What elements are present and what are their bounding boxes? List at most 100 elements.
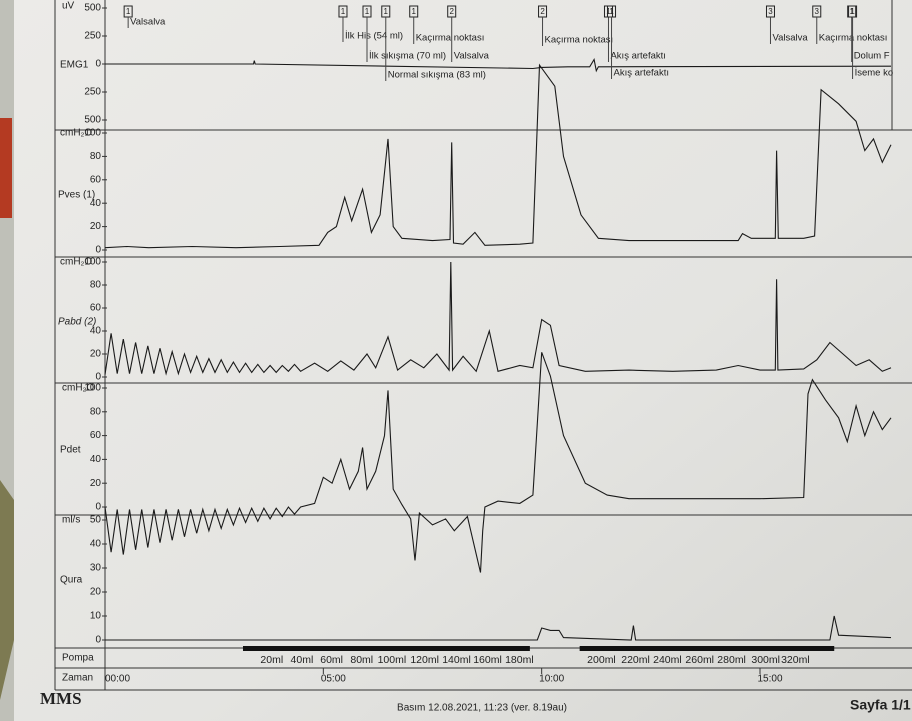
trace [105,57,892,73]
event-number: 1 [411,7,416,16]
y-tick-label: 100 [84,257,101,268]
event-text: Dolum F [854,51,890,62]
x-tick-label: 00:00 [105,674,130,685]
edge-shadow [0,480,14,700]
event-number: 1 [609,7,614,16]
unit-label: uV [62,1,75,12]
y-tick-label: 40 [90,326,102,337]
pump-volume: 120ml [410,654,439,666]
logo: MMS [40,689,82,708]
pump-volume: 300ml [751,654,780,666]
event-number: 2 [540,7,545,16]
unit-label: cmH₂O [62,383,94,394]
panel-label: Qura [60,575,83,586]
y-tick-label: 0 [95,635,101,646]
pump-volume: 140ml [442,654,471,666]
y-tick-label: 40 [90,539,102,550]
event-text: Normal sıkışma (83 ml) [388,70,486,81]
event-text: İlk His (54 ml) [345,31,403,42]
event-number: 1 [384,7,389,16]
y-tick-label: 250 [84,31,101,42]
time-label: Zaman [62,673,93,684]
y-tick-label: 500 [84,3,101,14]
pump-segment [579,646,835,651]
trace [104,63,892,249]
y-tick-label: 80 [90,151,102,162]
y-tick-label: 0 [95,59,101,70]
unit-label: cmH₂O [60,128,92,139]
y-tick-label: 60 [90,430,102,441]
pump-label: Pompa [62,653,94,664]
x-tick-label: 10:00 [539,674,564,685]
event-number: 1 [365,7,370,16]
y-tick-label: 100 [84,383,101,394]
y-tick-label: 20 [90,587,102,598]
event-text: Valsalva [454,51,490,62]
pump-volume: 200ml [587,654,616,666]
pump-volume: 100ml [378,654,407,666]
y-tick-label: 80 [90,280,102,291]
red-block [0,118,12,218]
y-tick-label: 0 [95,245,101,256]
pump-volume: 260ml [685,654,714,666]
event-text: Kaçırma noktası [416,33,485,44]
pump-volume: 240ml [653,654,682,666]
event-text: Valsalva [772,33,808,44]
unit-label: cmH₂O [60,257,92,268]
pump-volume: 180ml [505,654,534,666]
pump-volume: 20ml [260,654,283,666]
pump-volume: 160ml [473,654,502,666]
event-text: Akış artefaktı [610,51,665,62]
y-tick-label: 40 [90,198,102,209]
event-number: 3 [815,7,820,16]
y-tick-label: 250 [84,87,101,98]
panel-label: EMG1 [60,60,89,71]
y-tick-label: 80 [90,406,102,417]
event-number: 1 [341,7,346,16]
event-number: 2 [449,7,454,16]
y-tick-label: 20 [90,221,102,232]
y-tick-label: 0 [95,372,101,383]
event-number: 1 [849,7,854,16]
y-tick-label: 100 [84,128,101,139]
event-text: İlk sıkışma (70 ml) [369,51,446,62]
panel-label: Pves (1) [58,190,95,201]
trace [104,352,892,573]
panel-label: Pabd (2) [58,317,96,328]
event-text: Kaçırma noktası [819,33,888,44]
event-number: 1 [606,7,611,16]
y-tick-label: 20 [90,478,102,489]
printed-date: Basım 12.08.2021, 11:23 (ver. 8.19au) [397,703,567,714]
y-tick-label: 30 [90,563,102,574]
event-number: 1 [850,7,855,16]
panel-label: Pdet [60,445,81,456]
event-number: 3 [768,7,773,16]
pump-volume: 220ml [621,654,650,666]
pump-volume: 80ml [350,654,373,666]
event-text: İseme ko [855,68,894,79]
event-text: Akış artefaktı [614,68,669,79]
pump-volume: 280ml [717,654,746,666]
y-tick-label: 40 [90,454,102,465]
page-number: Sayfa 1/1 [850,697,911,713]
y-tick-label: 500 [84,115,101,126]
y-tick-label: 60 [90,303,102,314]
pump-volume: 40ml [291,654,314,666]
pump-volume: 60ml [320,654,343,666]
x-tick-label: 15:00 [757,674,782,685]
event-text: Kaçırma noktası [545,35,614,46]
y-tick-label: 10 [90,611,102,622]
y-tick-label: 60 [90,174,102,185]
event-number: 1 [126,7,131,16]
pump-volume: 320ml [781,654,810,666]
y-tick-label: 0 [95,502,101,513]
unit-label: ml/s [62,515,80,526]
y-tick-label: 50 [90,515,102,526]
x-tick-label: 05:00 [321,674,346,685]
y-tick-label: 20 [90,349,102,360]
trace [105,615,892,641]
pump-segment [242,646,530,651]
